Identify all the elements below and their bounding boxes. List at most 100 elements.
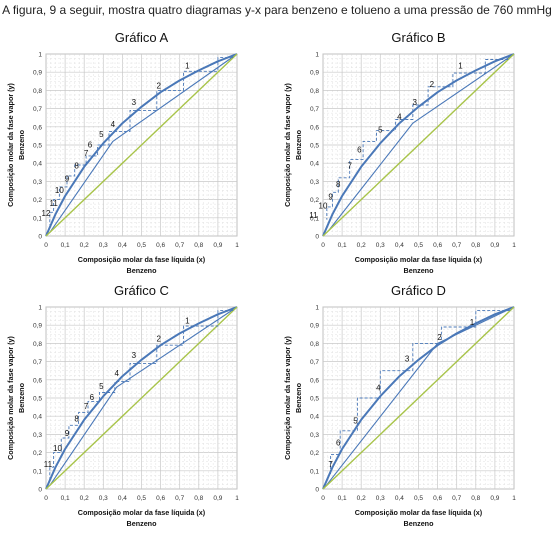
x-tick-label: 1 [235,495,239,502]
y-tick-label: 0,6 [33,377,42,384]
x-tick-label: 0,3 [376,495,385,502]
stage-label: 2 [437,333,442,342]
x-tick-label: 0,9 [213,495,222,502]
stage-label: 4 [376,384,381,393]
stage-label: 11 [309,211,318,220]
x-tick-label: 0,2 [357,495,366,502]
stage-label: 5 [99,382,104,391]
chart-svg: Gráfico C 00 0,1 0,1 0,2 0,2 0,3 0,3 0,4 0,4 0,5 0,… [6,283,239,528]
y-tick-label: 0,8 [310,88,319,95]
y-tick-label: 0,5 [33,143,42,150]
stage-label: 5 [378,125,383,134]
x-tick-label: 0,2 [80,242,89,249]
x-tick-label: 0,7 [175,242,184,249]
y-tick-label: 0,6 [310,377,319,384]
y-tick-label: 0,8 [33,341,42,348]
y-tick-label: 0,1 [33,468,42,475]
y-tick-label: 0,4 [310,161,319,168]
chart-svg: Gráfico D 00 0,1 0,1 0,2 0,2 0,3 0,3 0,4 0,4 0,5 0,… [283,283,516,528]
operating-line [328,53,515,231]
stage-label: 3 [405,355,410,364]
y-tick-label: 1 [315,52,319,59]
figure-caption: A figura, 9 a seguir, mostra quatro diag… [2,3,552,17]
x-axis-label: Composição molar da fase líquida (x) [78,255,206,264]
stage-label: 5 [353,416,358,425]
equilibrium-line [45,53,238,237]
y-axis-label: Composição molar da fase vapor (y) [6,335,15,459]
stage-label: 6 [357,145,362,154]
diagonal-line [322,53,515,237]
x-tick-label: 0,3 [376,242,385,249]
stage-label: 3 [412,98,417,107]
stage-label: 4 [111,120,116,129]
stage-label: 8 [336,180,341,189]
y-tick-label: 0,3 [33,432,42,439]
chart-title: Gráfico C [114,283,169,298]
stage-label: 7 [328,460,333,469]
stage-label: 10 [55,186,64,195]
x-tick-label: 0,9 [490,495,499,502]
y-tick-label: 0,9 [33,323,42,330]
y-tick-label: 0 [315,234,319,241]
x-axis-label: Composição molar da fase líquida (x) [355,508,483,517]
y-axis-label-2: Benzeno [294,382,303,413]
x-axis-label-2: Benzeno [404,519,435,528]
y-tick-label: 0,7 [33,106,42,113]
x-tick-label: 0,6 [156,495,165,502]
y-tick-label: 0,2 [33,450,42,457]
y-tick-label: 0,6 [33,124,42,131]
stage-label: 3 [132,351,137,360]
y-tick-label: 0,9 [310,323,319,330]
y-tick-label: 0,6 [310,124,319,131]
y-axis-label: Composição molar da fase vapor (y) [283,82,292,206]
x-axis-label-2: Benzeno [127,266,158,275]
equilibrium-line [322,53,515,237]
y-tick-label: 0,3 [310,179,319,186]
stage-label: 1 [185,62,190,71]
stage-label: 4 [397,113,402,122]
x-tick-label: 0 [321,242,325,249]
x-axis-label-2: Benzeno [404,266,435,275]
x-tick-label: 0,8 [194,495,203,502]
stage-label: 10 [53,444,62,453]
y-axis-label: Composição molar da fase vapor (y) [283,335,292,459]
y-axis-label-2: Benzeno [17,382,26,413]
chart-title: Gráfico A [115,30,169,45]
x-tick-label: 0,1 [61,242,70,249]
operating-line [49,53,238,233]
stage-steps [330,310,511,475]
x-tick-label: 0,4 [118,495,127,502]
x-tick-label: 0,9 [490,242,499,249]
stage-label: 2 [430,80,435,89]
stage-label: 6 [90,393,95,402]
stage-label: 2 [156,82,161,91]
x-tick-label: 0,4 [395,242,404,249]
stage-label: 9 [65,174,70,183]
x-axis-label: Composição molar da fase líquida (x) [78,508,206,517]
operating-line [49,306,238,486]
y-tick-label: 0,1 [33,215,42,222]
x-tick-label: 0,3 [99,242,108,249]
chart-title: Gráfico D [391,283,446,298]
x-tick-label: 1 [512,242,516,249]
x-tick-label: 0,8 [194,242,203,249]
chart-svg: Gráfico A 00 0,1 0,1 0,2 0,2 0,3 0,3 0,4 0,4 0,5 0,… [6,30,239,275]
stage-label: 4 [114,369,119,378]
y-tick-label: 0,5 [310,396,319,403]
y-tick-label: 0,9 [310,70,319,77]
x-tick-label: 0,5 [414,242,423,249]
y-tick-label: 0 [38,487,42,494]
stage-label: 1 [470,318,475,327]
x-tick-label: 0,5 [137,242,146,249]
chart-title: Gráfico B [391,30,445,45]
x-tick-label: 0,6 [433,495,442,502]
x-tick-label: 0 [44,242,48,249]
diagonal-line [45,53,238,237]
y-tick-label: 0 [315,487,319,494]
y-tick-label: 0,8 [33,88,42,95]
y-tick-label: 0,1 [310,215,319,222]
stage-label: 9 [328,193,333,202]
stage-label: 1 [185,316,190,325]
y-tick-label: 0,1 [310,468,319,475]
stage-label: 6 [88,141,93,150]
